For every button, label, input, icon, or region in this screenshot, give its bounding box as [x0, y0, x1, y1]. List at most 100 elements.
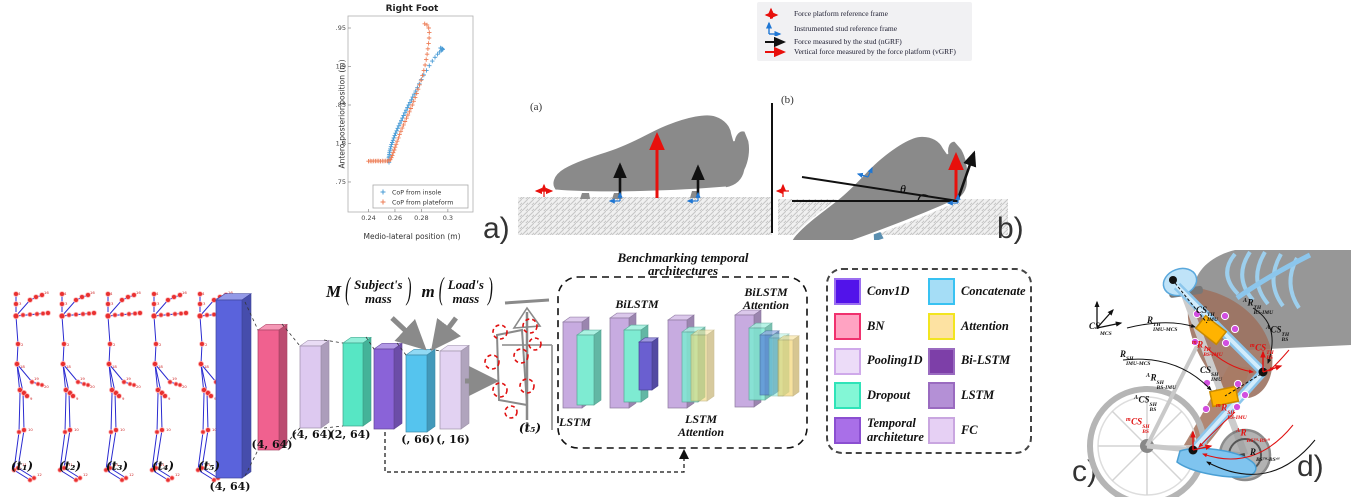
time-label: (t₄) — [152, 459, 174, 473]
x-tick: 0.24 — [361, 214, 375, 222]
sole-line — [801, 176, 959, 202]
network-diagram: 431621819209101112 (t₁) (t₂) (t₃) (t₄) (… — [11, 250, 808, 493]
force-platform-frame-icon — [764, 7, 779, 20]
legend-label: Vertical force measured by the force pla… — [794, 47, 956, 57]
legend-item: LSTM — [927, 382, 1026, 410]
bn-swatch — [834, 312, 861, 340]
mcs-axes — [1094, 300, 1123, 329]
legend-item: Pooling1D — [834, 347, 924, 375]
bike — [1087, 285, 1272, 497]
benchmark-title: Benchmarking temporal — [616, 250, 748, 265]
cs-th-imu-label: CS TH IMU — [1196, 305, 1219, 323]
bilstm-swatch — [927, 347, 955, 375]
stud-frame-icon — [765, 21, 782, 37]
sub-label-a: (a) — [530, 101, 543, 113]
fc-dim: (, 16) — [436, 433, 469, 446]
y-tick: 1.8 — [336, 139, 346, 147]
a-r-bsth-bssh-label: AR BSᵀᴴ-BSˢᴴ — [1236, 427, 1270, 444]
stud-frame — [608, 191, 623, 204]
y-tick: 1.85 — [336, 101, 346, 109]
x-axis-label: Medio-lateral position (m) — [363, 232, 461, 241]
svg-text:architectures: architectures — [648, 263, 718, 278]
stud — [580, 193, 590, 199]
slab — [215, 293, 252, 479]
temporal-swatch — [834, 417, 861, 444]
stud-frame — [686, 191, 701, 204]
platform-frame — [775, 183, 789, 197]
slab — [439, 344, 470, 430]
x-tick: 0.28 — [414, 214, 428, 222]
time-label: (t₂) — [59, 459, 81, 473]
cs-sh-imu-label: CS SH IMU — [1200, 365, 1223, 383]
conv-dim: (4, 64) — [209, 480, 250, 493]
shoe-b-sole — [795, 199, 956, 240]
panel-label-a: a) — [483, 212, 510, 245]
a-cs-th-bs-label: ACS TH BS — [1266, 324, 1290, 343]
theta-label: θ — [900, 182, 906, 196]
hip-joint — [1169, 276, 1177, 284]
bn-dim: (4, 64) — [251, 438, 292, 451]
skeleton-t1 — [11, 289, 51, 483]
y-axis-label: Antero-posterior position (m) — [337, 59, 347, 169]
load-mass-var: m — [421, 281, 435, 301]
cs-mcs-label: CS MCS — [1089, 321, 1112, 337]
load-mass-arrow — [430, 316, 462, 351]
cycling-shoe — [1176, 447, 1257, 478]
chart-title: Right Foot — [385, 4, 439, 14]
panel-label-b: b) — [997, 212, 1024, 245]
concat-dim: (, 66) — [401, 433, 434, 446]
subject-mass-var: M — [326, 281, 342, 301]
cop-scatter-panel: Right Foot 0.24 0.26 0.28 0.3 1.75 1.8 1.85 1.9… — [332, 2, 488, 250]
subject-mass-text: Subject's — [354, 277, 403, 292]
skeleton-t4 — [149, 289, 189, 483]
a-cs-sh-bs-label: ACS SH BS — [1134, 394, 1157, 413]
platform-force-arrow-icon — [765, 46, 786, 57]
bilstm-label: BiLSTM — [614, 297, 659, 311]
sub-label-b: (b) — [781, 94, 794, 106]
legend-row: Vertical force measured by the force pla… — [763, 46, 966, 57]
legend-item: Bi-LSTM — [927, 347, 1026, 375]
slab — [777, 335, 800, 397]
shoe-a: (a) — [530, 101, 751, 204]
benchmark-box — [557, 276, 808, 449]
x-tick: 0.3 — [443, 214, 453, 222]
plot-area — [347, 15, 474, 213]
legend-item: FC — [927, 417, 1026, 444]
legend-item: Conv1D — [834, 278, 924, 305]
stud-frame — [856, 166, 873, 178]
black-arrows — [1122, 282, 1316, 475]
pool-dim: (4, 64) — [291, 428, 332, 441]
thigh-markers — [1190, 309, 1240, 348]
legend-item: Concatenate — [927, 278, 1026, 305]
shank-imu — [1208, 385, 1240, 408]
time-label: (t₃) — [106, 459, 128, 473]
cop-scatter-chart: 0.24 0.26 0.28 0.3 1.75 1.8 1.85 1.9 1.95 CoP fro… — [332, 15, 474, 222]
svg-text:Attention: Attention — [677, 425, 724, 439]
legend-label: Force platform reference frame — [794, 9, 888, 19]
dropout-dim: (2, 64) — [329, 428, 370, 441]
r-sh-imu-mcs-label: R SH IMU-MCS — [1120, 349, 1151, 367]
shoe-b: θ (b) — [775, 94, 977, 240]
legend-item: BN — [834, 312, 924, 340]
legend-row: Instrumented stud reference frame — [763, 21, 966, 37]
platform-frame — [534, 183, 554, 197]
time-label: (t₅) — [198, 459, 220, 473]
a-r-th-bs-imu-label: AR TH BS-IMU — [1243, 297, 1274, 316]
rotation-arcs — [484, 318, 542, 419]
r-th-imu-mcs-label: R TH IMU-MCS — [1147, 315, 1178, 333]
slab — [405, 348, 436, 433]
legend-item: Temporal architeture — [834, 417, 924, 444]
dropout-swatch — [834, 382, 861, 410]
ngrf-arrow-b — [956, 150, 977, 200]
force-legend: Force platform reference frame Instrumen… — [757, 2, 972, 61]
time-label: (t₁) — [11, 459, 33, 473]
slab — [299, 339, 330, 429]
conv1d-swatch — [834, 278, 861, 305]
nn-legend: Conv1D BN Pooling1D Dropout Temporal arc… — [826, 268, 1032, 454]
panel-label-d: d) — [1297, 450, 1324, 483]
concatenate-swatch — [927, 278, 955, 305]
slab — [576, 329, 602, 406]
slab — [373, 342, 403, 430]
cyclist-diagram — [1087, 250, 1351, 497]
